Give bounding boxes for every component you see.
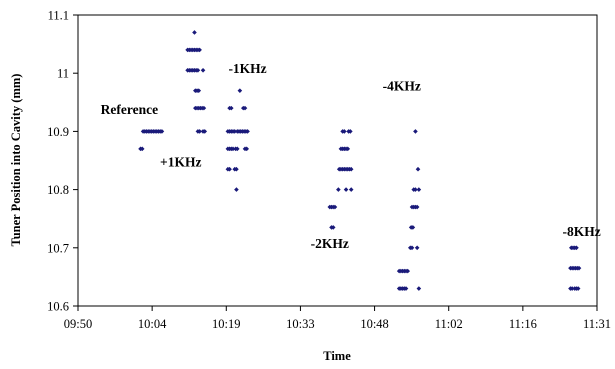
data-point [569,286,575,291]
data-point [343,187,349,192]
data-point [342,129,347,134]
data-point [410,225,416,230]
data-point [403,286,409,291]
data-point [227,166,232,172]
data-point [414,245,420,251]
data-point [232,129,238,134]
annotations: Reference +1KHz -1KHz -2KHz -4KHz -8KHz [101,61,601,251]
data-point [576,265,582,271]
data-point [348,187,354,192]
data-point [348,166,354,172]
x-tick-label: 10:33 [286,317,314,331]
data-point [234,166,239,172]
x-tick-label: 10:04 [138,317,167,331]
data-point [234,146,240,152]
data-point [575,286,581,291]
data-point [159,129,165,134]
data-point [405,268,411,274]
data-point [202,129,208,134]
data-point [195,67,201,73]
annotation-label: +1KHz [160,154,201,169]
data-point [330,225,336,230]
y-axis-title: Tuner Position into Cavity (mm) [9,74,23,247]
data-point [415,166,421,172]
annotation-label: -2KHz [311,236,349,251]
data-point [413,187,418,192]
data-point [192,30,197,35]
data-point [196,88,202,93]
x-axis-ticks: 09:50 10:04 10:19 10:33 10:48 11:02 11:16 11:31 [64,306,611,331]
y-axis-ticks: 10.6 10.7 10.8 10.9 11 11.1 [47,9,78,314]
data-point [242,105,248,111]
annotation-label: -4KHz [383,79,421,94]
data-point [332,204,338,210]
data-point [345,146,351,152]
y-tick-label: 10.7 [47,241,69,255]
data-point [414,204,420,210]
data-point [416,187,422,192]
x-tick-label: 10:19 [212,317,240,331]
x-tick-label: 11:02 [435,317,463,331]
data-point [200,67,206,73]
data-point [201,105,207,111]
data-point [229,105,234,111]
plot-area-frame [77,14,598,307]
data-point [197,129,202,134]
data-point [237,88,243,93]
y-tick-label: 11 [57,67,69,81]
annotation-label: -8KHz [562,224,600,239]
data-point [245,129,250,134]
data-points [138,30,582,291]
data-point [244,146,250,152]
annotation-label: Reference [101,102,158,117]
y-tick-label: 10.6 [47,300,69,314]
x-axis-title: Time [323,349,351,363]
data-point [574,245,579,251]
data-point [197,47,202,53]
y-tick-label: 10.8 [47,183,69,197]
data-point [416,286,422,291]
y-tick-label: 10.9 [47,125,69,139]
annotation-label: -1KHz [228,61,266,76]
data-point [230,146,236,152]
x-tick-label: 11:31 [583,317,611,331]
data-point [348,129,353,134]
x-tick-label: 11:16 [509,317,537,331]
x-tick-label: 10:48 [360,317,388,331]
x-tick-label: 09:50 [64,317,92,331]
data-point [336,187,341,192]
data-point [413,129,418,134]
data-point [409,245,415,251]
data-point [234,187,239,192]
data-point [139,146,145,152]
y-tick-label: 11.1 [48,9,69,23]
